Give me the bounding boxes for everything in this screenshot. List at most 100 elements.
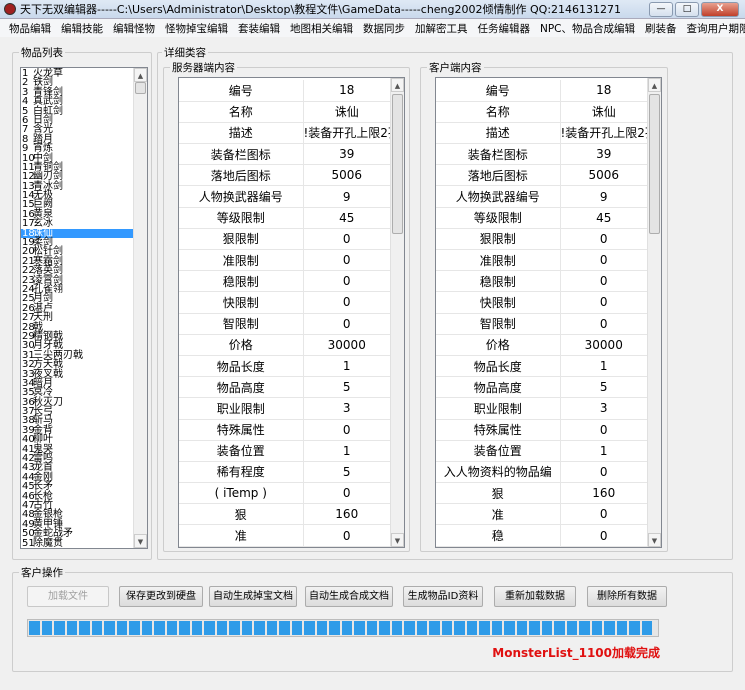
property-row[interactable]: 智限制 0: [436, 313, 647, 335]
list-item[interactable]: 36 秋灭刀: [21, 397, 135, 407]
property-row[interactable]: 名称 诛仙: [179, 101, 390, 123]
list-item[interactable]: 15 巨阙: [21, 200, 135, 210]
property-row[interactable]: 职业限制 3: [179, 397, 390, 420]
list-item[interactable]: 21 寒霜剑: [21, 256, 135, 266]
list-item[interactable]: 20 松针剑: [21, 247, 135, 257]
scroll-thumb[interactable]: [135, 82, 146, 94]
ops-button[interactable]: 重新加载数据: [494, 586, 576, 607]
property-row[interactable]: 装备栏图标 39: [436, 143, 647, 166]
property-value[interactable]: 5006: [303, 164, 390, 187]
property-row[interactable]: 职业限制 3: [436, 397, 647, 420]
property-row[interactable]: 描述!装备开孔上限2孔: [436, 122, 647, 145]
item-listbox[interactable]: 1 火龙草 2 铁剑 3 青锋剑 4 真武剑 5 白虹剑 6 日剑 7 含光 8 踏月 9 宵炼 10 中剑 11 青铜剑…: [20, 67, 148, 549]
ops-button[interactable]: 自动生成合成文档: [305, 586, 393, 607]
list-item[interactable]: 17 玄冰: [21, 219, 135, 229]
property-row[interactable]: 入人物资料的物品编 0: [436, 461, 647, 484]
property-value[interactable]: !装备开孔上限2孔: [560, 122, 647, 145]
menu-item[interactable]: 套装编辑: [238, 22, 280, 35]
property-value[interactable]: 0: [303, 482, 390, 505]
property-row[interactable]: 装备栏图标 39: [179, 143, 390, 166]
menu-item[interactable]: 编辑怪物: [113, 22, 155, 35]
list-item[interactable]: 14 无极: [21, 190, 135, 200]
menu-item[interactable]: 地图相关编辑: [290, 22, 353, 35]
property-row[interactable]: 等级限制 45: [436, 207, 647, 229]
list-item[interactable]: 34 暗月: [21, 378, 135, 388]
property-row[interactable]: 编号 18: [436, 80, 647, 102]
property-value[interactable]: 30000: [303, 334, 390, 356]
ops-button[interactable]: 自动生成掉宝文档: [209, 586, 297, 607]
list-item[interactable]: 5 白虹剑: [21, 106, 135, 116]
property-value[interactable]: 45: [560, 207, 647, 229]
list-item[interactable]: 39 金背: [21, 425, 135, 435]
list-item[interactable]: 44 金刚: [21, 472, 135, 482]
property-value[interactable]: 30000: [560, 334, 647, 356]
list-item[interactable]: 38 斩马: [21, 416, 135, 426]
menu-item[interactable]: NPC、物品合成编辑: [540, 22, 636, 35]
property-value[interactable]: 5006: [560, 164, 647, 187]
property-value[interactable]: 160: [560, 482, 647, 505]
list-item[interactable]: 9 宵炼: [21, 143, 135, 153]
property-row[interactable]: 人物换武器编号 9: [179, 185, 390, 208]
menu-item[interactable]: 查询用户期限: [686, 22, 745, 35]
property-value[interactable]: 5: [303, 461, 390, 484]
scroll-up-icon[interactable]: ▲: [134, 68, 147, 82]
list-item[interactable]: 50 金蛇战矛: [21, 528, 135, 538]
menu-item[interactable]: 加解密工具: [415, 22, 468, 35]
property-row[interactable]: 准限制 0: [436, 249, 647, 272]
client-grid-scrollbar[interactable]: ▲ ▼: [647, 78, 661, 547]
list-item[interactable]: 24 孔雀翎: [21, 284, 135, 294]
property-value[interactable]: 3: [560, 397, 647, 420]
list-item[interactable]: 48 金银枪: [21, 510, 135, 520]
property-value[interactable]: 5: [560, 376, 647, 399]
property-row[interactable]: 物品高度 5: [179, 376, 390, 399]
property-value[interactable]: 0: [560, 228, 647, 251]
property-value[interactable]: 0: [303, 313, 390, 335]
property-row[interactable]: 狠限制 0: [436, 228, 647, 251]
ops-button[interactable]: 删除所有数据: [587, 586, 667, 607]
list-scrollbar[interactable]: ▲ ▼: [133, 68, 147, 548]
list-item[interactable]: 16 黄泉: [21, 209, 135, 219]
client-property-grid[interactable]: 编号18名称诛仙描述!装备开孔上限2孔装备栏图标39落地后图标5006人物换武器…: [435, 77, 662, 548]
list-item[interactable]: 49 黄甲锤: [21, 519, 135, 529]
menu-item[interactable]: 数据同步: [363, 22, 405, 35]
property-row[interactable]: 稳限制 0: [436, 270, 647, 293]
property-value[interactable]: 诛仙: [303, 101, 390, 123]
property-value[interactable]: 0: [560, 270, 647, 293]
property-value[interactable]: 5: [303, 376, 390, 399]
menu-item[interactable]: 编辑技能: [61, 22, 103, 35]
server-grid-scrollbar[interactable]: ▲ ▼: [390, 78, 404, 547]
list-item[interactable]: 40 柳叶: [21, 435, 135, 445]
list-item[interactable]: 35 冥冷: [21, 388, 135, 398]
list-item[interactable]: 25 月剑: [21, 294, 135, 304]
property-value[interactable]: !装备开孔上限2孔: [303, 122, 390, 145]
list-item[interactable]: 43 龙首: [21, 463, 135, 473]
property-row[interactable]: 价格 30000: [179, 334, 390, 356]
list-item[interactable]: 18 诛仙: [21, 228, 135, 238]
scroll-down-icon[interactable]: ▼: [391, 533, 404, 547]
property-value[interactable]: 0: [560, 524, 647, 547]
property-value[interactable]: 0: [560, 419, 647, 441]
list-item[interactable]: 37 长弓: [21, 406, 135, 416]
property-row[interactable]: 落地后图标 5006: [179, 164, 390, 187]
property-value[interactable]: 0: [560, 461, 647, 484]
property-value[interactable]: 1: [303, 355, 390, 378]
list-item[interactable]: 23 凌霄剑: [21, 275, 135, 285]
list-item[interactable]: 4 真武剑: [21, 96, 135, 106]
list-item[interactable]: 45 长矛: [21, 481, 135, 491]
menu-item[interactable]: 物品编辑: [9, 22, 51, 35]
property-value[interactable]: 39: [303, 143, 390, 166]
list-item[interactable]: 42 雷鸣: [21, 453, 135, 463]
list-item[interactable]: 30 月牙戟: [21, 341, 135, 351]
list-item[interactable]: 26 湛卢: [21, 303, 135, 313]
property-row[interactable]: ( iTemp ) 0: [179, 482, 390, 505]
property-row[interactable]: 等级限制 45: [179, 207, 390, 229]
property-row[interactable]: 智限制 0: [179, 313, 390, 335]
property-value[interactable]: 18: [560, 80, 647, 102]
property-row[interactable]: 狠限制 0: [179, 228, 390, 251]
menu-item[interactable]: 刷装备: [645, 22, 677, 35]
property-value[interactable]: 0: [303, 249, 390, 272]
property-value[interactable]: 9: [303, 185, 390, 208]
property-value[interactable]: 诛仙: [560, 101, 647, 123]
